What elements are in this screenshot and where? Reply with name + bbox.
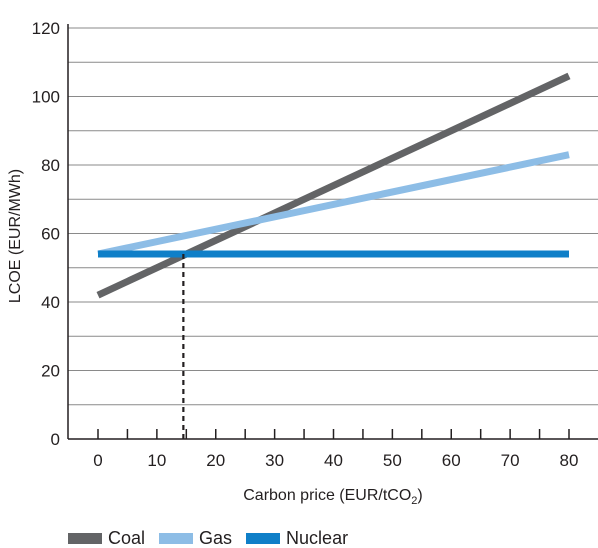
x-tick-label: 50: [383, 451, 402, 470]
legend-label-gas: Gas: [199, 528, 233, 548]
x-tick-label: 60: [442, 451, 461, 470]
legend-item-coal: Coal: [68, 529, 145, 547]
y-tick-label: 80: [41, 156, 60, 175]
legend-item-nuclear: Nuclear: [246, 529, 348, 547]
gridlines: [68, 27, 598, 406]
x-tick-label: 40: [324, 451, 343, 470]
axes: [67, 24, 598, 440]
y-tick-label: 100: [32, 88, 60, 107]
x-axis-title-subscript: 2: [411, 495, 417, 507]
x-tick-labels: 0 10 20 30 40 50 60 70 80: [93, 451, 578, 470]
y-axis-title: LCOE (EUR/MWh): [7, 169, 24, 303]
x-tick-label: 20: [206, 451, 225, 470]
y-tick-label: 40: [41, 293, 60, 312]
series-line-coal: [96, 72, 571, 299]
y-tick-labels: 0 20 40 60 80 100 120: [32, 19, 60, 449]
x-tick-label: 70: [501, 451, 520, 470]
legend-item-gas: Gas: [159, 529, 232, 547]
x-axis-title-tail: ): [417, 487, 422, 504]
y-tick-label: 60: [41, 225, 60, 244]
x-axis-title: Carbon price (EUR/tCO2): [243, 487, 423, 507]
legend-label-nuclear: Nuclear: [286, 528, 349, 548]
legend-label-coal: Coal: [108, 528, 146, 548]
legend-swatch-nuclear: [246, 532, 281, 544]
series-lines: [96, 72, 571, 299]
y-tick-label: 0: [51, 430, 60, 449]
y-tick-label: 120: [32, 19, 60, 38]
x-tick-label: 10: [147, 451, 166, 470]
x-tick-label: 80: [560, 451, 579, 470]
legend: Coal Gas Nuclear: [68, 529, 348, 547]
x-tick-label: 0: [93, 451, 102, 470]
series-line-gas: [97, 151, 570, 258]
legend-swatch-coal: [68, 532, 102, 544]
lcoe-chart: 0 20 40 60 80 100 120 0 10 20 30 40 50 60 70 80 LCOE (…: [7, 19, 598, 507]
legend-swatch-gas: [159, 532, 194, 544]
y-tick-label: 20: [41, 362, 60, 381]
x-tick-label: 30: [265, 451, 284, 470]
x-axis-title-main: Carbon price (EUR/tCO: [243, 487, 411, 504]
